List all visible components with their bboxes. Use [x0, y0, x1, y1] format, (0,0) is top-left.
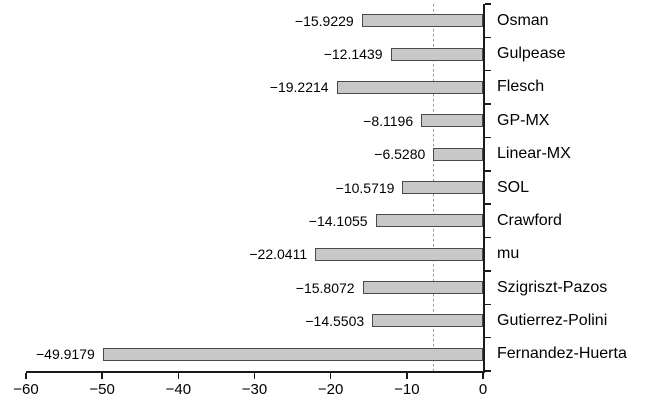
x-tick-label: −40: [165, 381, 192, 398]
bar: [362, 281, 483, 295]
y-tick: [485, 203, 491, 205]
x-tick-label: 0: [478, 381, 488, 398]
category-label: Linear-MX: [497, 145, 571, 163]
value-label: −14.5503: [305, 312, 365, 329]
value-label: −49.9179: [35, 346, 95, 363]
y-tick: [485, 136, 491, 139]
value-label: −12.1439: [323, 46, 383, 63]
category-label: Fernandez-Huerta: [497, 345, 627, 363]
category-label: Crawford: [497, 211, 562, 229]
category-label: mu: [497, 245, 520, 263]
y-tick: [485, 69, 491, 72]
y-tick: [485, 36, 491, 39]
y-tick: [485, 170, 491, 172]
y-tick: [485, 303, 491, 306]
x-tick-label: −60: [13, 381, 39, 398]
x-tick-label: −30: [241, 381, 268, 398]
x-tick: [482, 373, 484, 379]
bar: [372, 314, 483, 328]
x-tick: [253, 373, 256, 379]
value-label: −14.1055: [308, 212, 368, 229]
value-label: −10.5719: [335, 179, 395, 196]
value-label: −8.1196: [363, 112, 414, 129]
x-tick-label: −10: [394, 381, 420, 398]
category-label: Osman: [497, 11, 549, 29]
x-axis-line: [26, 371, 485, 373]
x-tick: [25, 373, 27, 379]
category-label: Szigriszt-Pazos: [497, 278, 608, 296]
category-label: Flesch: [497, 78, 545, 96]
bar: [421, 114, 483, 128]
category-label: GP-MX: [497, 111, 550, 129]
y-tick: [485, 103, 491, 105]
y-axis-line: [483, 4, 485, 373]
bar: [315, 247, 483, 261]
bar: [361, 14, 483, 28]
category-label: SOL: [497, 178, 530, 196]
value-label: −22.0411: [249, 246, 308, 263]
bar: [433, 147, 483, 161]
x-tick-label: −20: [317, 381, 344, 398]
value-label: −15.9229: [294, 12, 354, 29]
x-tick: [101, 373, 103, 379]
category-label: Gulpease: [497, 45, 566, 63]
value-label: −15.8072: [295, 279, 355, 296]
y-tick: [485, 270, 491, 272]
bar: [402, 181, 483, 194]
bar: [102, 347, 483, 361]
y-tick: [485, 3, 491, 5]
y-tick: [485, 336, 491, 339]
y-tick: [485, 370, 491, 372]
bar: [375, 214, 483, 228]
x-tick: [177, 373, 180, 379]
bar: [336, 80, 483, 94]
x-tick: [406, 373, 408, 379]
x-tick-label: −50: [89, 381, 115, 398]
y-tick: [485, 236, 491, 239]
value-label: −6.5280: [374, 146, 426, 163]
x-tick: [329, 373, 332, 379]
category-label: Gutierrez-Polini: [497, 311, 608, 329]
bar: [390, 47, 483, 61]
value-label: −19.2214: [269, 79, 329, 96]
